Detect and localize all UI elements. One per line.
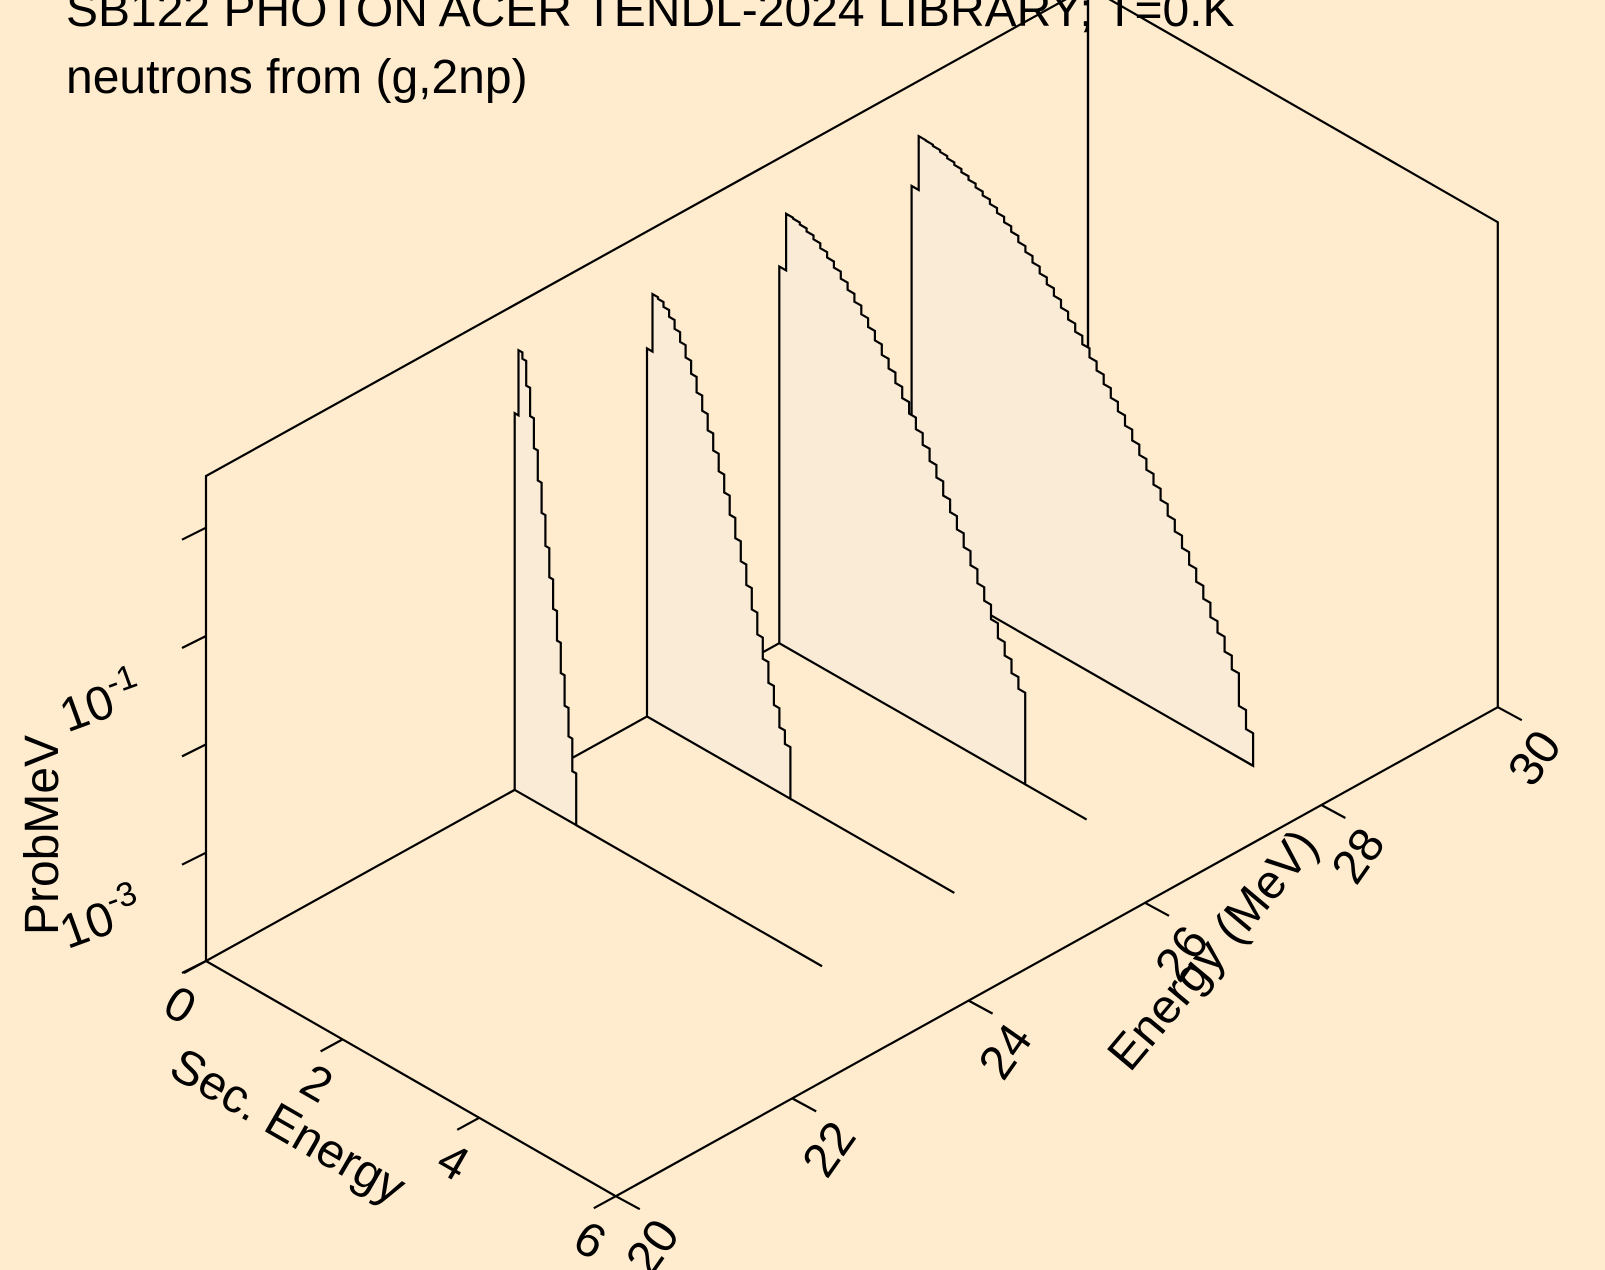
- spectrum-curve-28: [910, 134, 1255, 768]
- spectrum-baseline-25: [789, 797, 955, 894]
- y-tick-mark: [791, 1097, 817, 1113]
- x-axis-label: Sec. Energy: [161, 1038, 414, 1215]
- x-tick-label: 0: [155, 976, 205, 1035]
- z-axis-label: ProbMeV: [16, 735, 69, 935]
- spectrum-curve-23.5: [513, 348, 578, 827]
- spectrum-baseline-28: [1218, 745, 1254, 767]
- y-tick-mark: [615, 1195, 641, 1211]
- x-tick-label: 4: [428, 1133, 478, 1192]
- spectra-curves: [513, 134, 1255, 968]
- y-tick-label: 22: [792, 1112, 866, 1186]
- y-tick-mark: [1320, 804, 1346, 819]
- chart-subtitle: neutrons from (g,2np): [66, 51, 528, 104]
- spectrum-curve-26.5: [778, 211, 1027, 787]
- x-tick-mark: [320, 1038, 344, 1053]
- spectrum-curve-25: [645, 292, 792, 801]
- chart-title: SB122 PHOTON ACER TENDL-2024 LIBRARY; T=…: [66, 0, 1235, 37]
- x-tick-mark: [456, 1116, 480, 1131]
- z-tick-mark: [181, 851, 207, 866]
- x-tick-mark: [593, 1195, 617, 1210]
- y-tick-mark: [1497, 706, 1523, 722]
- y-tick-label: 24: [969, 1015, 1043, 1089]
- y-tick-label: 28: [1322, 819, 1396, 893]
- y-tick-label: 30: [1498, 721, 1572, 795]
- y-axis-label: Energy (MeV): [1098, 820, 1329, 1081]
- floor-front-edges: [205, 706, 1499, 1198]
- z-tick-label: 10-1: [50, 657, 149, 743]
- y-tick-mark: [1144, 901, 1170, 917]
- spectrum-baseline-26.5: [1024, 783, 1088, 821]
- y-tick-mark: [968, 999, 994, 1015]
- back-wall-right: [1086, 0, 1499, 708]
- z-tick-mark: [181, 743, 207, 758]
- x-tick-label: 6: [565, 1211, 615, 1270]
- spectrum-baseline-23.5: [575, 824, 823, 968]
- z-tick-mark: [181, 635, 207, 649]
- y-tick-label: 20: [616, 1210, 690, 1270]
- z-tick-mark: [181, 526, 207, 541]
- z-tick-mark: [181, 960, 207, 974]
